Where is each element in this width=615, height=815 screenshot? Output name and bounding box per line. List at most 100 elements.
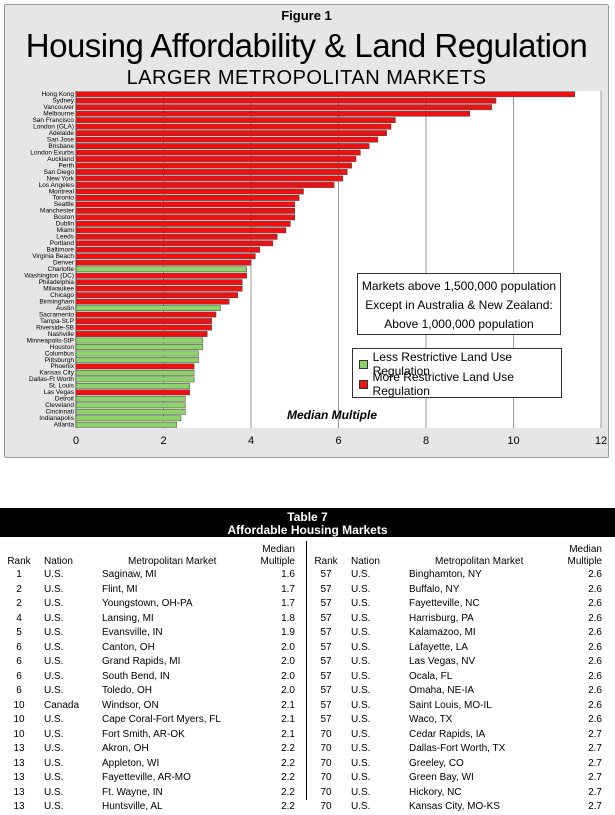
category-label: London (GLA)	[33, 123, 74, 130]
bar	[75, 253, 256, 260]
category-label: Austin	[56, 305, 74, 312]
category-label: Denver	[53, 260, 75, 267]
nation-cell: U.S.	[44, 743, 64, 754]
bar	[75, 123, 392, 130]
rank-cell: 70	[320, 743, 332, 754]
bar	[75, 382, 190, 389]
table-row: 2 U.S. Youngstown, OH-PA 1.7	[0, 597, 305, 612]
multiple-cell: 2.6	[588, 641, 602, 653]
legend-label-less: Less Restrictive Land Use Regulation	[372, 350, 512, 378]
x-tick-label: 4	[248, 435, 254, 447]
category-label: Houston	[50, 344, 75, 351]
table-row: 13 U.S. Akron, OH 2.2	[0, 742, 305, 757]
multiple-cell: 2.0	[281, 641, 295, 653]
rank-cell: 2	[16, 598, 22, 609]
table-subtitle: Affordable Housing Markets	[227, 523, 388, 537]
header-multiple: Multiple	[567, 556, 602, 567]
category-label: Minneapolis-StP	[27, 337, 74, 344]
chart-subtitle: LARGER METROPOLITAN MARKETS	[126, 67, 487, 89]
metro-cell: Lansing, MI	[102, 612, 154, 624]
rank-cell: 57	[320, 569, 332, 580]
category-label: San Diego	[44, 169, 75, 176]
rank-cell: 57	[320, 627, 332, 638]
table-row: 4 U.S. Lansing, MI 1.8	[0, 612, 305, 627]
legend: Less Restrictive Land Use Regulation Mor…	[352, 348, 562, 398]
x-tick-label: 6	[335, 435, 341, 447]
rank-cell: 4	[16, 612, 22, 624]
bar	[75, 136, 379, 143]
metro-cell: Kansas City, MO-KS	[409, 801, 500, 812]
rank-cell: 10	[13, 699, 25, 711]
bar	[75, 104, 492, 111]
rank-cell: 13	[13, 786, 25, 798]
nation-cell: U.S.	[351, 714, 371, 725]
metro-cell: Flint, MI	[102, 583, 138, 595]
bar	[75, 201, 295, 208]
metro-cell: Akron, OH	[102, 743, 149, 754]
metro-cell: Fort Smith, AR-OK	[102, 728, 185, 740]
nation-cell: U.S.	[351, 656, 371, 667]
category-label: St. Louis	[49, 383, 75, 390]
rank-cell: 10	[13, 728, 25, 740]
category-label: Boston	[54, 214, 75, 221]
table-row: 13 U.S. Huntsville, AL 2.2	[0, 800, 305, 815]
rank-cell: 6	[16, 685, 22, 696]
rank-cell: 10	[13, 714, 25, 725]
header-nation: Nation	[44, 556, 73, 567]
category-label: Sydney	[52, 98, 74, 105]
header-nation: Nation	[351, 556, 380, 567]
bar	[75, 272, 247, 279]
header-rank: Rank	[7, 556, 31, 567]
table-row: 2 U.S. Flint, MI 1.7	[0, 583, 305, 598]
metro-cell: Ft. Wayne, IN	[102, 786, 163, 798]
bar	[75, 169, 348, 175]
category-label: Kansas City	[39, 370, 74, 377]
bar	[75, 266, 247, 273]
table-row: 6 U.S. South Bend, IN 2.0	[0, 670, 305, 685]
bar	[75, 143, 370, 149]
table-row: 6 U.S. Toledo, OH 2.0	[0, 684, 305, 699]
metro-cell: Omaha, NE-IA	[409, 685, 475, 696]
bar	[75, 285, 243, 292]
bar	[75, 240, 274, 247]
table-row: 57 U.S. Saint Louis, MO-IL 2.6	[307, 699, 612, 714]
note-line: Except in Australia & New Zealand:	[365, 298, 553, 312]
multiple-cell: 2.2	[281, 743, 295, 754]
category-label: Birmingham	[39, 298, 74, 305]
category-label: Perth	[58, 162, 74, 169]
multiple-cell: 2.6	[588, 569, 602, 580]
category-label: Portland	[50, 240, 75, 247]
metro-cell: Grand Rapids, MI	[102, 656, 181, 667]
bar	[75, 350, 199, 357]
nation-cell: U.S.	[44, 670, 64, 682]
nation-cell: U.S.	[44, 656, 64, 667]
multiple-cell: 2.7	[588, 757, 602, 769]
bar	[75, 195, 300, 201]
rank-cell: 6	[16, 670, 22, 682]
table-row: 57 U.S. Las Vegas, NV 2.6	[307, 655, 612, 670]
rank-cell: 70	[320, 801, 332, 812]
table-row: 57 U.S. Binghamton, NY 2.6	[307, 568, 612, 583]
bar	[75, 370, 195, 376]
metro-cell: Saginaw, MI	[102, 569, 157, 580]
table-row: 57 U.S. Omaha, NE-IA 2.6	[307, 684, 612, 699]
category-label: San Francisco	[32, 117, 74, 124]
category-label: Dallas-Ft Worth	[29, 376, 74, 383]
bar	[75, 279, 243, 286]
category-label: Milwaukee	[43, 285, 74, 292]
category-label: Tampa-St.P	[40, 318, 74, 325]
nation-cell: U.S.	[351, 786, 371, 798]
figure-label: Figure 1	[281, 8, 332, 23]
table-column-right: Rank Nation Metropolitan Market Median M…	[307, 541, 612, 815]
nation-cell: U.S.	[351, 728, 371, 740]
category-label: Philadelphia	[39, 279, 75, 286]
table-row: 70 U.S. Hickory, NC 2.7	[307, 786, 612, 801]
metro-cell: Las Vegas, NV	[409, 656, 476, 667]
multiple-cell: 2.6	[588, 612, 602, 624]
category-label: Columbus	[45, 350, 75, 357]
x-axis-label: Median Multiple	[287, 408, 377, 422]
bar	[75, 110, 470, 117]
bar	[75, 220, 291, 227]
note-line: Above 1,000,000 population	[384, 317, 534, 331]
table-row: 57 U.S. Kalamazoo, MI 2.6	[307, 626, 612, 641]
